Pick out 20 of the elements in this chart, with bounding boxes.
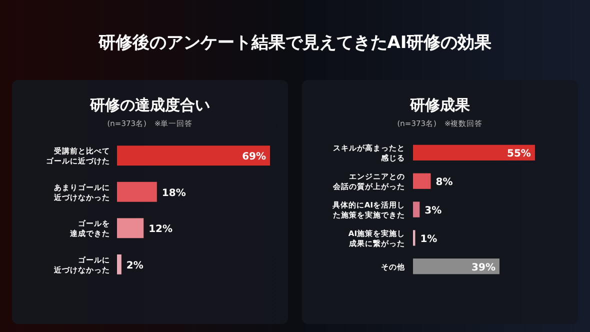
bar <box>413 144 535 160</box>
data-label: 2% <box>126 260 144 272</box>
bar <box>117 218 144 238</box>
bar <box>413 202 420 218</box>
bar <box>117 254 122 274</box>
data-label: 3% <box>424 206 442 216</box>
bar <box>413 173 431 189</box>
data-label: 69% <box>242 152 266 163</box>
bar <box>117 146 270 166</box>
data-label: 8% <box>436 177 453 188</box>
bar <box>413 258 500 274</box>
data-label: 18% <box>162 188 186 199</box>
chart-title: 研修成果 <box>409 96 471 114</box>
chart-title: 研修の達成度合い <box>89 96 210 114</box>
data-label: 39% <box>472 262 496 274</box>
bar <box>117 182 157 202</box>
data-label: 1% <box>420 234 438 245</box>
text: 研修後のアンケート結果で見えてきたAI研修の効果 <box>97 33 493 53</box>
data-label: 55% <box>507 148 531 160</box>
data-label: 12% <box>148 224 173 236</box>
